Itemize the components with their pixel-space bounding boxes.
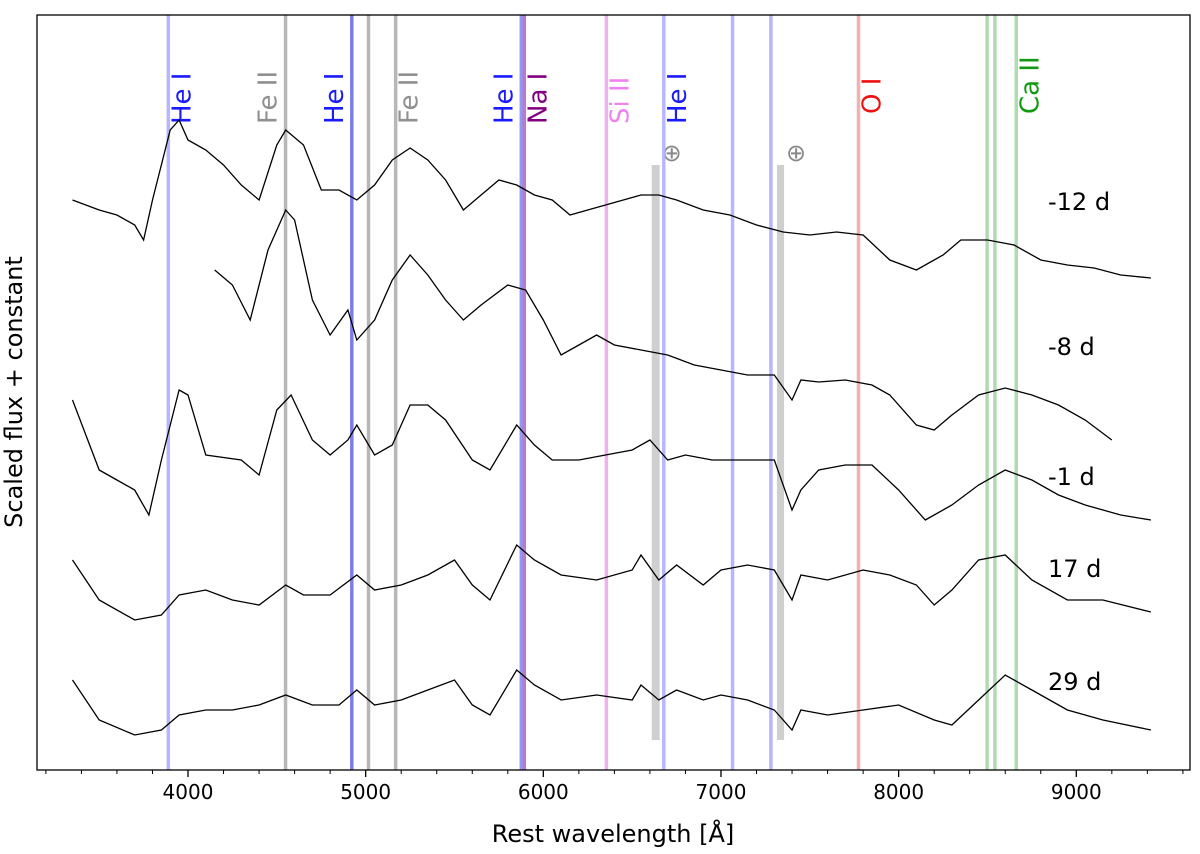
line-label: Si II [605, 77, 635, 124]
series-label: -8 d [1048, 333, 1095, 361]
line-label: O I [857, 78, 887, 114]
line-label: Fe II [395, 71, 425, 124]
x-tick-label: 9000 [1051, 780, 1102, 804]
line-label: He I [489, 73, 519, 124]
line-label: Fe II [254, 71, 284, 124]
x-axis-label: Rest wavelength [Å] [492, 819, 734, 848]
x-tick-label: 7000 [696, 780, 747, 804]
x-tick-label: 6000 [518, 780, 569, 804]
x-tick-label: 8000 [873, 780, 924, 804]
series-label: 29 d [1048, 668, 1101, 696]
telluric-band [776, 165, 785, 740]
x-tick-label: 5000 [340, 780, 391, 804]
plot-frame [36, 14, 1191, 771]
line-label: Na I [523, 73, 553, 124]
telluric-label: ⊕ [786, 139, 806, 167]
x-tick-label: 4000 [163, 780, 214, 804]
series-label: -1 d [1048, 463, 1095, 491]
line-label: He I [320, 73, 350, 124]
spectrum [71, 669, 1152, 736]
spectrum [71, 389, 1152, 521]
telluric-band [651, 165, 660, 740]
spectrum [214, 208, 1113, 441]
line-label: Ca II [1015, 56, 1045, 114]
series-label: 17 d [1048, 555, 1101, 583]
spectrum [71, 543, 1152, 621]
series-label: -12 d [1048, 188, 1110, 216]
line-label: He I [167, 73, 197, 124]
telluric-label: ⊕ [662, 139, 682, 167]
spectrum [72, 118, 1151, 279]
y-axis-label: Scaled flux + constant [0, 256, 28, 528]
line-label: He I [663, 73, 693, 124]
